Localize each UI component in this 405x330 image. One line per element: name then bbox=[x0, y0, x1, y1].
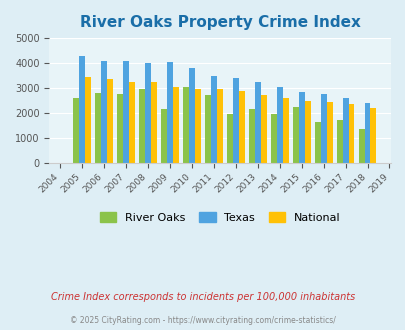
Bar bbox=[85, 77, 91, 163]
Bar bbox=[336, 120, 342, 163]
Bar bbox=[342, 98, 347, 163]
Bar bbox=[232, 79, 238, 163]
Bar bbox=[298, 92, 304, 163]
Bar bbox=[326, 102, 332, 163]
Bar bbox=[304, 101, 310, 163]
Bar bbox=[216, 89, 222, 163]
Bar bbox=[254, 82, 260, 163]
Bar bbox=[211, 76, 216, 163]
Text: © 2025 CityRating.com - https://www.cityrating.com/crime-statistics/: © 2025 CityRating.com - https://www.city… bbox=[70, 315, 335, 325]
Bar bbox=[248, 109, 254, 163]
Bar bbox=[145, 63, 151, 163]
Bar bbox=[276, 87, 282, 163]
Bar bbox=[129, 82, 135, 163]
Bar bbox=[358, 129, 364, 163]
Bar bbox=[167, 62, 173, 163]
Bar bbox=[161, 109, 167, 163]
Bar bbox=[238, 91, 244, 163]
Bar bbox=[370, 108, 375, 163]
Bar bbox=[139, 89, 145, 163]
Bar bbox=[173, 87, 179, 163]
Bar bbox=[320, 94, 326, 163]
Bar bbox=[95, 93, 101, 163]
Bar bbox=[79, 55, 85, 163]
Bar bbox=[107, 79, 113, 163]
Bar bbox=[226, 114, 232, 163]
Text: Crime Index corresponds to incidents per 100,000 inhabitants: Crime Index corresponds to incidents per… bbox=[51, 292, 354, 302]
Bar bbox=[270, 114, 276, 163]
Bar bbox=[151, 82, 157, 163]
Bar bbox=[183, 87, 189, 163]
Bar bbox=[123, 60, 129, 163]
Bar bbox=[347, 104, 354, 163]
Bar bbox=[117, 94, 123, 163]
Bar bbox=[364, 103, 370, 163]
Title: River Oaks Property Crime Index: River Oaks Property Crime Index bbox=[79, 15, 360, 30]
Legend: River Oaks, Texas, National: River Oaks, Texas, National bbox=[95, 208, 344, 227]
Bar bbox=[194, 89, 200, 163]
Bar bbox=[260, 95, 266, 163]
Bar bbox=[282, 98, 288, 163]
Bar bbox=[101, 61, 107, 163]
Bar bbox=[189, 68, 194, 163]
Bar bbox=[73, 98, 79, 163]
Bar bbox=[314, 122, 320, 163]
Bar bbox=[205, 95, 211, 163]
Bar bbox=[292, 107, 298, 163]
